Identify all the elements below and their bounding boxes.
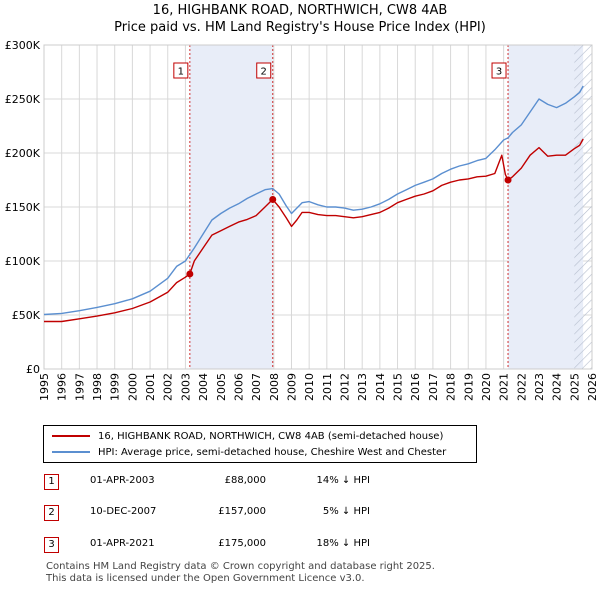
x-tick-label: 2020: [480, 373, 493, 401]
sale-marker-box: [491, 62, 507, 79]
x-tick-label: 2005: [215, 373, 228, 401]
x-tick-label: 2011: [321, 373, 334, 401]
sale-price: £175,000: [218, 538, 266, 549]
x-tick-label: 2017: [427, 373, 440, 401]
x-tick-label: 2025: [568, 373, 581, 401]
x-tick-label: 2013: [356, 373, 369, 401]
sale-marker-label: 2: [44, 505, 59, 521]
sale-marker-box: [173, 62, 189, 79]
sale-marker-label: 1: [44, 474, 59, 490]
x-tick-label: 2023: [533, 373, 546, 401]
x-tick-label: 2004: [197, 373, 210, 401]
y-tick-label: £50K: [12, 309, 41, 322]
x-tick-label: 2014: [374, 373, 387, 401]
x-tick-label: 1997: [73, 373, 86, 401]
footer-licence: This data is licensed under the Open Gov…: [46, 573, 365, 584]
y-tick-label: £100K: [5, 255, 41, 268]
x-tick-label: 2002: [162, 373, 175, 401]
table-row: 3 01-APR-2021 £175,000 18% ↓ HPI: [0, 537, 600, 555]
sale-marker-label: 3: [44, 537, 59, 553]
x-tick-label: 2003: [179, 373, 192, 401]
x-tick-label: 2022: [515, 373, 528, 401]
chart-legend: 16, HIGHBANK ROAD, NORTHWICH, CW8 4AB (s…: [43, 425, 477, 463]
y-tick-label: £150K: [5, 201, 41, 214]
chart-title-line1: 16, HIGHBANK ROAD, NORTHWICH, CW8 4AB: [152, 3, 448, 18]
sale-marker-box: [256, 62, 272, 79]
x-tick-label: 2021: [498, 373, 511, 401]
x-tick-label: 1999: [109, 373, 122, 401]
sale-price: £88,000: [224, 475, 266, 486]
x-tick-label: 2018: [445, 373, 458, 401]
plot-border: [43, 44, 593, 370]
y-tick-label: £200K: [5, 147, 41, 160]
y-tick-label: £300K: [5, 39, 41, 52]
x-tick-label: 1995: [38, 373, 51, 401]
price-chart: £0 £50K £100K £150K £200K £250K £300K 1995 1996 1…: [5, 39, 599, 401]
sale-price: £157,000: [218, 506, 266, 517]
table-row: 1 01-APR-2003 £88,000 14% ↓ HPI: [0, 474, 600, 492]
sale-point: [504, 176, 512, 184]
legend-item-property: 16, HIGHBANK ROAD, NORTHWICH, CW8 4AB (s…: [52, 429, 443, 443]
x-tick-label: 1996: [56, 373, 69, 401]
table-row: 2 10-DEC-2007 £157,000 5% ↓ HPI: [0, 505, 600, 523]
x-tick-label: 2007: [250, 373, 263, 401]
x-tick-label: 1998: [91, 373, 104, 401]
sale-marker-label: 3: [496, 67, 502, 78]
sale-marker-label: 1: [178, 67, 184, 78]
x-tick-label: 2000: [126, 373, 139, 401]
x-tick-label: 2010: [303, 373, 316, 401]
sale-date: 01-APR-2003: [90, 475, 155, 486]
x-tick-label: 2024: [551, 373, 564, 401]
legend-item-hpi: HPI: Average price, semi-detached house,…: [52, 445, 446, 459]
footer-copyright: Contains HM Land Registry data © Crown c…: [46, 561, 435, 572]
x-tick-label: 2001: [144, 373, 157, 401]
legend-swatch-hpi: [52, 451, 90, 453]
x-tick-label: 2009: [285, 373, 298, 401]
sale-hpi-diff: 5% ↓ HPI: [322, 506, 370, 517]
legend-label-hpi: HPI: Average price, semi-detached house,…: [98, 446, 447, 458]
series-line-hpi: [43, 85, 584, 316]
y-tick-label: £0: [26, 363, 40, 376]
sale-hpi-diff: 18% ↓ HPI: [316, 538, 370, 549]
sale-date: 01-APR-2021: [90, 538, 155, 549]
chart-title-line2: Price paid vs. HM Land Registry's House …: [114, 20, 486, 35]
legend-swatch-property: [52, 435, 90, 437]
x-tick-label: 2008: [268, 373, 281, 401]
y-tick-label: £250K: [5, 93, 41, 106]
sale-point: [269, 195, 277, 203]
sale-point: [186, 270, 194, 278]
x-tick-label: 2026: [586, 373, 599, 401]
x-tick-label: 2006: [232, 373, 245, 401]
sale-marker-label: 2: [261, 67, 267, 78]
x-tick-label: 2019: [462, 373, 475, 401]
x-tick-label: 2015: [392, 373, 405, 401]
legend-label-property: 16, HIGHBANK ROAD, NORTHWICH, CW8 4AB (s…: [98, 430, 444, 442]
x-tick-label: 2016: [409, 373, 422, 401]
x-tick-label: 2012: [339, 373, 352, 401]
sale-date: 10-DEC-2007: [90, 506, 157, 517]
forecast-hatch: [574, 45, 592, 369]
highlight-span: [508, 45, 584, 369]
sale-hpi-diff: 14% ↓ HPI: [316, 475, 370, 486]
